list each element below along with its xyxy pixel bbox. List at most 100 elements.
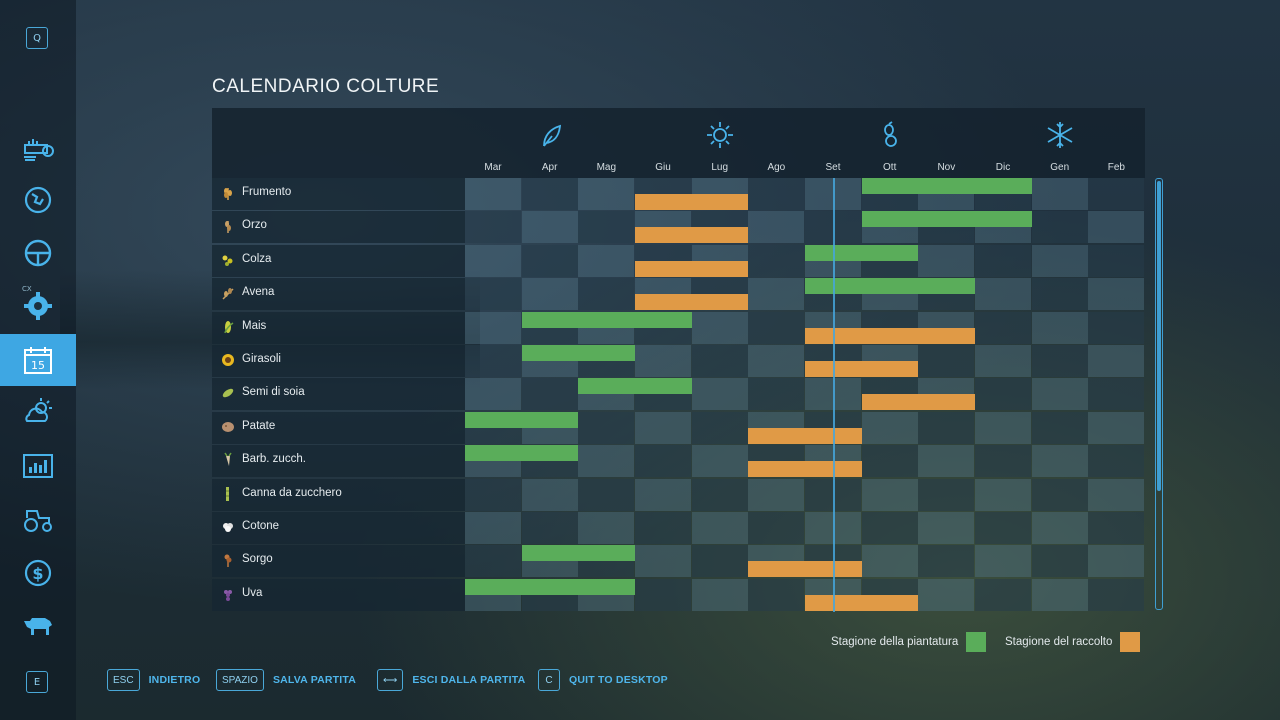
sidebar-item-map[interactable]	[0, 174, 76, 226]
crop-name-cell	[212, 178, 465, 210]
sidebar: Q CX 15	[0, 0, 76, 720]
esc-key: ESC	[107, 669, 140, 691]
crop-row[interactable]: Canna da zucchero	[212, 478, 1145, 512]
space-key: SPAZIO	[216, 669, 264, 691]
sidebar-item-animals[interactable]	[0, 600, 76, 652]
month-cell	[1088, 178, 1145, 210]
summer-sun-icon	[705, 120, 735, 150]
sidebar-item-calendar[interactable]: 15	[0, 334, 76, 386]
crop-name-cell	[212, 278, 465, 311]
month-cell	[975, 345, 1032, 377]
exit-game-button[interactable]: ⟷ ESCI DALLA PARTITA	[377, 668, 525, 692]
month-cell	[975, 478, 1032, 511]
crop-name: Colza	[242, 252, 272, 265]
back-button[interactable]: ESC INDIETRO	[107, 668, 200, 692]
month-cell	[1031, 411, 1088, 444]
month-cell	[521, 478, 578, 511]
sidebar-item-garage[interactable]	[0, 493, 76, 545]
sidebar-item-finances[interactable]: $	[0, 547, 76, 599]
month-cell	[975, 512, 1032, 544]
crop-name: Semi di soia	[242, 386, 305, 399]
cotton-icon	[220, 519, 236, 535]
crop-row[interactable]: Frumento	[212, 178, 1145, 211]
month-label: Set	[825, 162, 841, 173]
autumn-seed-icon	[875, 120, 905, 150]
month-cell	[748, 512, 805, 544]
month-cell	[465, 178, 521, 210]
quit-to-desktop-button[interactable]: C QUIT TO DESKTOP	[538, 668, 668, 692]
save-game-label: SALVA PARTITA	[272, 674, 357, 686]
month-label: Apr	[541, 162, 558, 173]
crop-row[interactable]: Mais	[212, 311, 1145, 345]
month-cell	[918, 578, 975, 611]
month-cell	[1088, 578, 1145, 611]
harvest-bar	[635, 194, 749, 210]
harvest-bar	[805, 327, 976, 344]
tractor-icon	[24, 510, 52, 532]
scrollbar-thumb[interactable]	[1157, 181, 1161, 491]
month-cell	[691, 311, 748, 344]
crop-row[interactable]: Barb. zucch.	[212, 445, 1145, 478]
month-cell	[521, 244, 578, 277]
month-cell	[578, 445, 635, 478]
weather-icon	[25, 398, 52, 422]
harvest-bar	[635, 294, 749, 311]
crop-row[interactable]: Colza	[212, 244, 1145, 278]
month-cell	[975, 578, 1032, 611]
month-cell	[578, 211, 635, 244]
crop-row[interactable]: Cotone	[212, 512, 1145, 545]
crop-name: Cotone	[242, 520, 280, 532]
month-cell	[748, 244, 805, 277]
scrollbar[interactable]	[1155, 178, 1163, 610]
crop-name: Barb. zucch.	[242, 453, 306, 466]
planting-bar	[861, 178, 1032, 194]
sidebar-item-production[interactable]	[0, 122, 76, 174]
crop-name-cell	[212, 311, 465, 344]
sidebar-item-settings[interactable]	[0, 280, 76, 332]
month-cell	[975, 311, 1032, 344]
harvest-bar	[635, 227, 749, 244]
month-cell	[1031, 545, 1088, 578]
canola-icon	[220, 252, 236, 268]
legend-harvest: Stagione del raccolto	[1005, 632, 1141, 652]
month-cell	[1031, 478, 1088, 511]
crop-name-cell	[212, 345, 465, 377]
crop-row[interactable]: Sorgo	[212, 545, 1145, 578]
month-cell	[918, 478, 975, 511]
month-cell	[691, 478, 748, 511]
crop-row[interactable]: Orzo	[212, 211, 1145, 244]
crop-row[interactable]: Avena	[212, 278, 1145, 311]
crop-row[interactable]: Patate	[212, 411, 1145, 445]
month-cell	[748, 345, 805, 377]
prev-page-key[interactable]: Q	[26, 27, 48, 49]
crop-row[interactable]: Uva	[212, 578, 1145, 612]
crop-name-cell	[212, 545, 465, 578]
month-cell	[578, 278, 635, 311]
month-label: Ott	[883, 162, 897, 173]
crop-row[interactable]: Girasoli	[212, 345, 1145, 378]
crop-row[interactable]: Semi di soia	[212, 378, 1145, 411]
month-cell	[1031, 445, 1088, 478]
crop-name: Avena	[242, 286, 275, 299]
legend-harvest-swatch	[1120, 632, 1141, 652]
month-cell	[521, 512, 578, 544]
month-cell	[521, 211, 578, 244]
month-cell	[1088, 445, 1145, 478]
month-cell	[1031, 278, 1088, 311]
planting-bar	[465, 445, 579, 462]
crop-name-cell	[212, 411, 465, 444]
calendar-header: Mar Apr Mag Giu Lug Ago Set Ott Nov Dic Gen Feb	[212, 108, 1145, 178]
sidebar-item-vehicles[interactable]	[0, 227, 76, 279]
sidebar-item-weather[interactable]	[0, 386, 76, 438]
sidebar-item-statistics[interactable]	[0, 440, 76, 492]
month-cell	[691, 545, 748, 578]
next-page-key[interactable]: E	[26, 671, 48, 693]
month-label: Lug	[711, 162, 729, 173]
month-cell	[1031, 311, 1088, 344]
crop-name: Girasoli	[242, 353, 281, 365]
month-cell	[748, 311, 805, 344]
planting-bar	[805, 244, 919, 261]
month-cell	[691, 578, 748, 611]
save-game-button[interactable]: SPAZIO SALVA PARTITA	[216, 668, 356, 692]
soybean-icon	[220, 385, 236, 401]
